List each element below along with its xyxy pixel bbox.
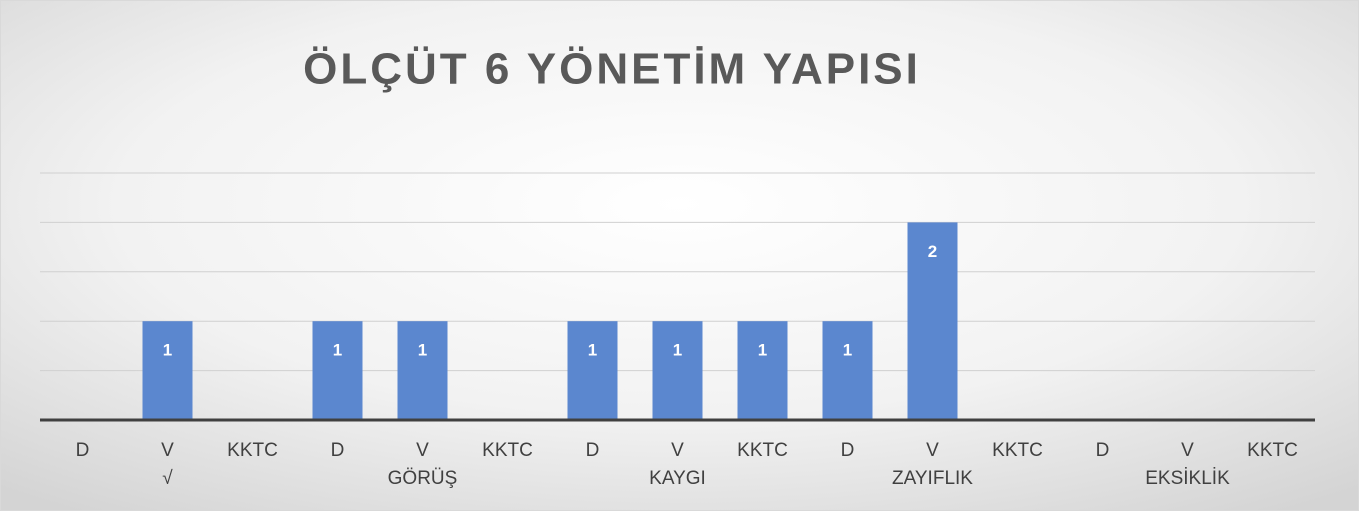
data-label: 1: [588, 341, 597, 360]
bar: [737, 321, 788, 420]
x-tick-label: KKTC: [1247, 440, 1298, 461]
x-tick-label: D: [1096, 440, 1110, 461]
x-tick-label: KKTC: [737, 440, 788, 461]
x-tick-label: V: [926, 440, 939, 461]
x-tick-label: V: [161, 440, 174, 461]
x-tick-label: D: [841, 440, 855, 461]
bar: [907, 222, 958, 420]
group-label: EKSİKLİK: [1145, 468, 1230, 489]
bar: [822, 321, 873, 420]
x-tick-label: KKTC: [227, 440, 278, 461]
data-label: 1: [843, 341, 852, 360]
group-label: KAYGI: [649, 468, 706, 489]
data-label: 1: [333, 341, 342, 360]
group-label: ZAYIFLIK: [892, 468, 973, 489]
data-label: 1: [673, 341, 682, 360]
x-tick-label: D: [586, 440, 600, 461]
bar: [567, 321, 618, 420]
bar: [397, 321, 448, 420]
group-label: GÖRÜŞ: [388, 468, 458, 489]
data-label: 1: [418, 341, 427, 360]
bar: [652, 321, 703, 420]
data-label: 1: [758, 341, 767, 360]
x-tick-label: KKTC: [482, 440, 533, 461]
x-tick-label: V: [1181, 440, 1194, 461]
bar: [312, 321, 363, 420]
data-label: 1: [163, 341, 172, 360]
chart-title: ÖLÇÜT 6 YÖNETİM YAPISI: [303, 45, 921, 94]
x-tick-label: D: [76, 440, 90, 461]
x-tick-label: V: [671, 440, 684, 461]
x-tick-label: D: [331, 440, 345, 461]
x-tick-label: KKTC: [992, 440, 1043, 461]
data-label: 2: [928, 242, 937, 261]
x-tick-label: V: [416, 440, 429, 461]
bar: [142, 321, 193, 420]
group-label: √: [162, 468, 173, 489]
